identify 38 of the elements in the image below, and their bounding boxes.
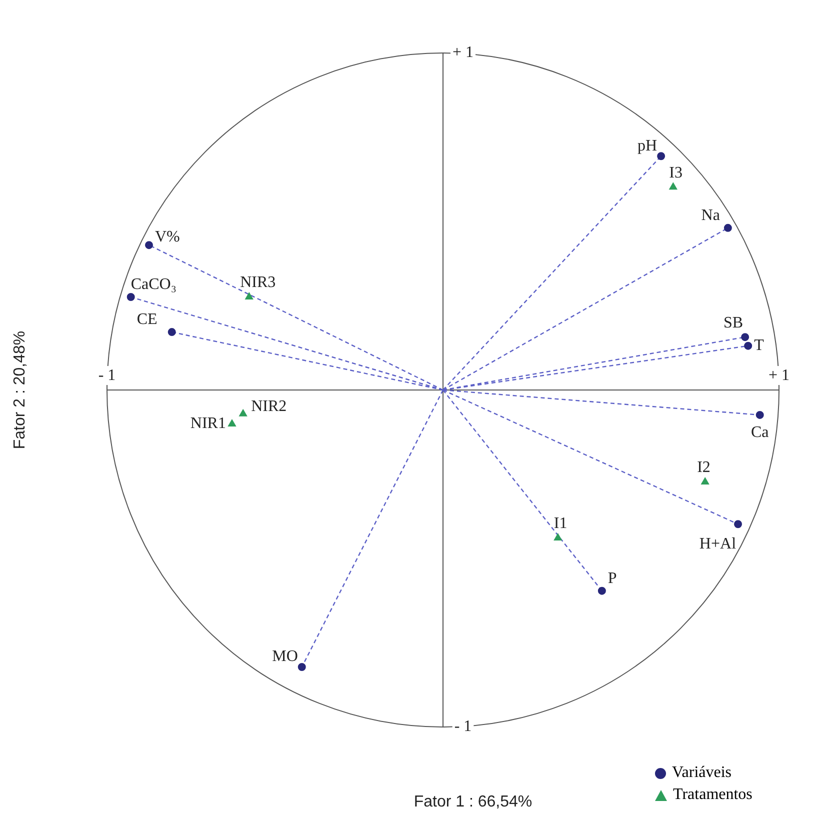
data-label: Ca	[750, 424, 769, 442]
point	[126, 292, 135, 301]
point	[228, 420, 236, 427]
data-label: pH	[638, 137, 658, 154]
point	[756, 410, 764, 419]
data-label: H+Al	[699, 535, 737, 552]
point	[744, 342, 752, 350]
point	[598, 586, 606, 595]
data-label: CaCO₃	[130, 276, 176, 294]
x-axis-title: Fator 1 : 66,54%	[414, 793, 532, 810]
point	[239, 409, 248, 416]
legend-label: Variáveis	[672, 763, 732, 783]
point	[734, 520, 742, 528]
legend-label: Tratamentos	[673, 785, 752, 805]
data-label: P	[608, 570, 617, 588]
point	[701, 478, 710, 484]
data-label: SB	[723, 314, 744, 332]
data-label: I1	[554, 515, 568, 532]
point	[145, 241, 153, 250]
y-axis-title: Fator 2 : 20,48%	[11, 330, 28, 450]
data-label: NIR3	[240, 274, 276, 292]
point	[669, 182, 678, 190]
point	[741, 333, 750, 342]
data-label: Na	[701, 207, 720, 224]
data-label: NIR1	[190, 415, 226, 432]
data-label: V%	[155, 228, 180, 246]
data-label: I3	[669, 164, 682, 182]
point	[298, 663, 306, 672]
data-label: CE	[136, 311, 158, 328]
point	[245, 292, 254, 300]
point	[724, 224, 732, 232]
point	[554, 533, 562, 540]
data-label: MO	[272, 648, 298, 666]
data-label: NIR2	[251, 398, 287, 416]
point	[168, 328, 176, 336]
data-label: T	[754, 337, 764, 354]
data-label: I2	[697, 459, 710, 476]
point	[657, 152, 666, 160]
